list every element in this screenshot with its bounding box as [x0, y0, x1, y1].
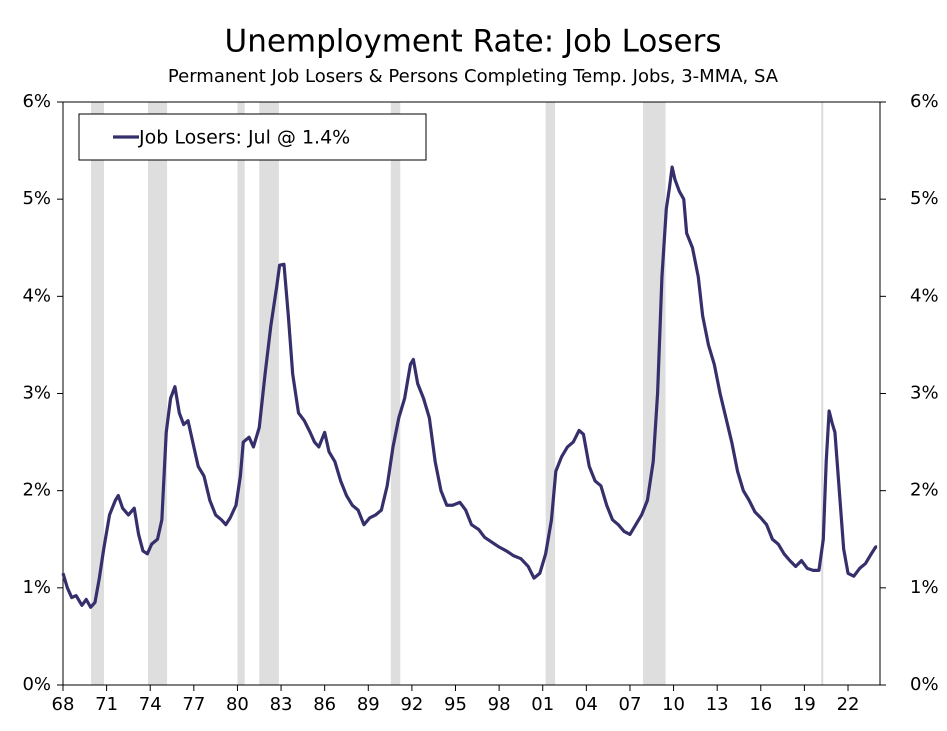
y2-tick-label: 3% — [910, 383, 939, 404]
recession-band — [148, 102, 168, 685]
x-tick-label: 01 — [531, 694, 554, 715]
y-tick-label: 6% — [22, 91, 51, 112]
x-tick-label: 13 — [706, 694, 729, 715]
recession-band — [237, 102, 245, 685]
recession-band — [821, 102, 824, 685]
x-tick-label: 10 — [662, 694, 685, 715]
x-tick-label: 89 — [357, 694, 380, 715]
legend-box — [78, 113, 427, 161]
x-tick-label: 68 — [52, 694, 75, 715]
x-tick-label: 77 — [182, 694, 205, 715]
x-tick-label: 86 — [313, 694, 336, 715]
x-tick-label: 16 — [749, 694, 772, 715]
x-tick-label: 80 — [226, 694, 249, 715]
x-tick-label: 22 — [837, 694, 860, 715]
y2-tick-label: 2% — [910, 480, 939, 501]
y2-tick-label: 4% — [910, 285, 939, 306]
y-tick-label: 3% — [22, 383, 51, 404]
plot-area: 0% 0% 1% 1% 2% 2% 3% 3% 4% 4% 5% 5% 6% 6% 68 71 74 77 80 83… — [22, 91, 938, 715]
x-tick-label: 71 — [95, 694, 118, 715]
legend-label: Job Losers: Jul @ 1.4% — [138, 127, 350, 149]
x-tick-label: 07 — [619, 694, 642, 715]
y2-tick-label: 1% — [910, 577, 939, 598]
x-tick-label: 98 — [488, 694, 511, 715]
y-tick-label: 2% — [22, 480, 51, 501]
y-tick-label: 5% — [22, 188, 51, 209]
recession-band — [643, 102, 666, 685]
x-tick-label: 95 — [444, 694, 467, 715]
y2-tick-label: 5% — [910, 188, 939, 209]
x-tick-label: 04 — [575, 694, 598, 715]
chart-title: Unemployment Rate: Job Losers — [225, 24, 722, 60]
y2-tick-label: 6% — [910, 91, 939, 112]
recession-band — [259, 102, 279, 685]
chart-subtitle: Permanent Job Losers & Persons Completin… — [168, 66, 779, 87]
y2-tick-label: 0% — [910, 674, 939, 695]
series-line — [61, 165, 878, 609]
y-tick-label: 1% — [22, 577, 51, 598]
y-tick-label: 4% — [22, 285, 51, 306]
x-tick-label: 83 — [270, 694, 293, 715]
plot-frame — [62, 101, 881, 686]
recession-band — [390, 102, 401, 685]
recession-band — [545, 102, 556, 685]
x-tick-label: 92 — [400, 694, 423, 715]
x-tick-label: 19 — [793, 694, 816, 715]
recession-band — [91, 102, 104, 685]
x-tick-label: 74 — [139, 694, 162, 715]
y-tick-label: 0% — [22, 674, 51, 695]
